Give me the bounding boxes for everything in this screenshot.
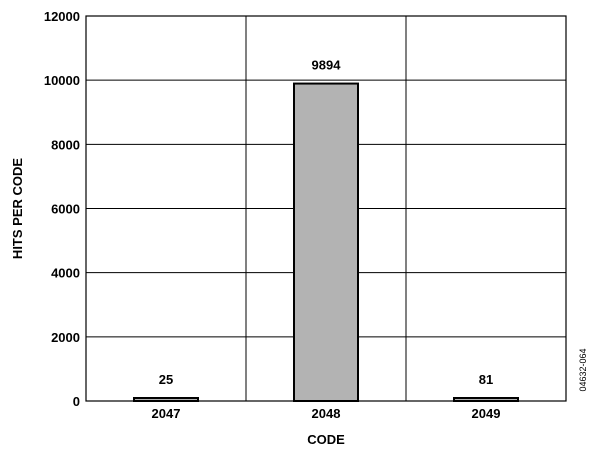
y-tick-label: 10000	[44, 73, 80, 88]
x-tick-label: 2049	[472, 406, 501, 421]
data-label: 25	[159, 372, 173, 387]
x-axis-title: CODE	[307, 432, 345, 447]
y-tick-label: 8000	[51, 137, 80, 152]
x-tick-label: 2047	[152, 406, 181, 421]
figure-id: 04632-064	[578, 348, 588, 391]
y-tick-label: 0	[73, 394, 80, 409]
y-tick-label: 2000	[51, 330, 80, 345]
y-tick-labels: 0 2000 4000 6000 8000 10000 12000	[44, 9, 80, 409]
y-tick-label: 6000	[51, 202, 80, 217]
x-tick-labels: 2047 2048 2049	[152, 406, 501, 421]
y-axis-title: HITS PER CODE	[10, 158, 25, 259]
bar-2048	[293, 82, 359, 402]
y-tick-label: 12000	[44, 9, 80, 24]
y-tick-label: 4000	[51, 266, 80, 281]
data-label: 9894	[312, 58, 342, 73]
data-label: 81	[479, 372, 493, 387]
plot-frame	[85, 15, 567, 402]
bars	[133, 82, 519, 402]
data-labels: 25 9894 81	[159, 58, 493, 387]
x-tick-label: 2048	[312, 406, 341, 421]
